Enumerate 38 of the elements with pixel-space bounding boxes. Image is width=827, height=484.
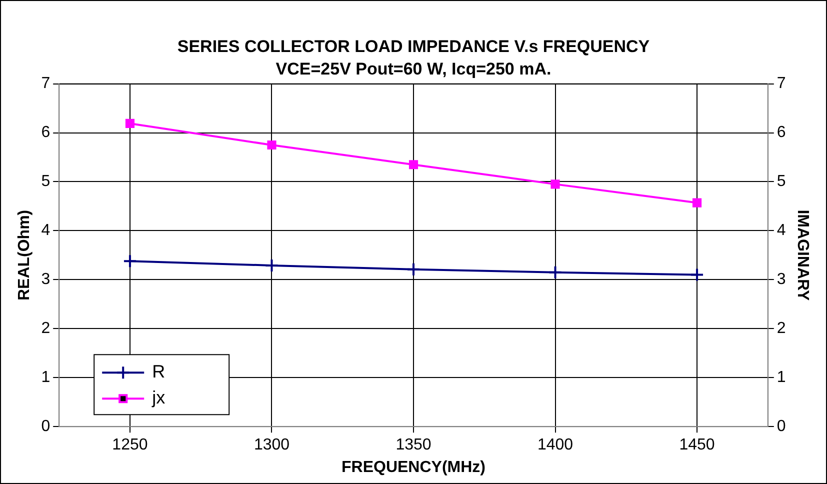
y2-tick-label: 4 xyxy=(776,222,786,240)
point xyxy=(267,140,276,150)
point xyxy=(408,160,418,170)
y-tick-label: 7 xyxy=(41,75,50,92)
y-tick-label: 2 xyxy=(41,320,50,338)
x-tick-label: 1300 xyxy=(254,436,290,454)
y-tick-label: 5 xyxy=(41,173,50,190)
y-tick-label: 3 xyxy=(41,271,50,288)
x-axis-title: FREQUENCY(MHz) xyxy=(342,458,486,476)
x-tick-label: 1250 xyxy=(112,436,148,454)
y-tick-label: 4 xyxy=(41,222,50,240)
y-axis-title: REAL(Ohm) xyxy=(16,210,34,301)
x-tick-label: 1450 xyxy=(679,436,715,454)
chart-subtitle: VCE=25V Pout=60 W, Icq=250 mA. xyxy=(276,59,552,78)
y2-tick-label: 1 xyxy=(776,369,786,386)
x-tick-label: 1350 xyxy=(396,436,432,454)
point xyxy=(122,254,137,268)
y2-tick-label: 6 xyxy=(776,124,786,142)
point xyxy=(550,180,560,189)
y2-tick-label: 0 xyxy=(776,418,786,436)
x-tick-label: 1400 xyxy=(537,436,574,454)
point xyxy=(264,258,279,272)
y2-tick-label: 2 xyxy=(776,320,786,338)
legend-label: jx xyxy=(151,388,166,408)
y2-tick-label: 5 xyxy=(776,173,786,190)
point xyxy=(548,265,562,280)
point xyxy=(690,268,704,282)
chart-title: SERIES COLLECTOR LOAD IMPEDANCE V.s FREQUENCY xyxy=(177,36,650,56)
y2-tick-label: 3 xyxy=(776,271,786,288)
legend-label: R xyxy=(152,362,166,382)
point xyxy=(125,118,135,128)
point xyxy=(692,198,702,208)
y-tick-label: 1 xyxy=(41,369,50,386)
point xyxy=(406,262,420,276)
y2-tick-label: 7 xyxy=(776,75,786,92)
y-tick-label: 0 xyxy=(41,418,50,436)
y-tick-label: 6 xyxy=(41,124,50,142)
y2-axis-title: IMAGINARY xyxy=(794,210,811,302)
